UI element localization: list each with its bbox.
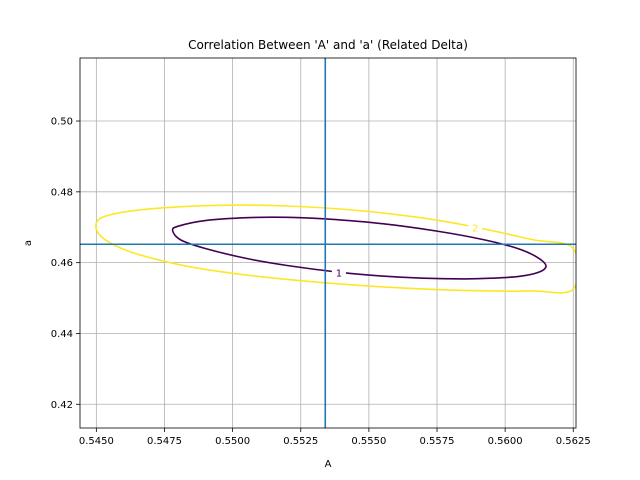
contour-label: 2 [472, 224, 478, 235]
y-tick-label: 0.44 [51, 329, 73, 340]
contour-level-2 [95, 204, 576, 294]
x-tick-label: 0.5525 [283, 436, 318, 447]
contour-labels: 12 [331, 220, 483, 280]
contour-label-gap [331, 265, 346, 279]
contour-label: 1 [336, 269, 342, 280]
x-ticks: 0.5450 0.5475 0.5500 0.5525 0.5550 0.5575 0.56… [79, 428, 591, 447]
x-tick-label: 0.5550 [351, 436, 386, 447]
x-tick-label: 0.5500 [215, 436, 250, 447]
x-tick-label: 0.5600 [488, 436, 523, 447]
reference-lines [80, 58, 576, 428]
x-axis-label: A [325, 459, 332, 470]
x-tick-label: 0.5575 [420, 436, 455, 447]
grid [80, 58, 576, 428]
y-tick-label: 0.50 [51, 117, 73, 128]
plot-frame [79, 57, 577, 429]
y-ticks: 0.42 0.44 0.46 0.48 0.50 [51, 117, 80, 411]
x-tick-label: 0.5450 [79, 436, 114, 447]
x-tick-label: 0.5625 [556, 436, 591, 447]
contour-level-1 [171, 216, 547, 280]
y-tick-label: 0.42 [51, 400, 73, 411]
x-tick-label: 0.5475 [147, 436, 182, 447]
contour-layer [95, 204, 576, 294]
y-axis-label: a [23, 240, 34, 246]
y-tick-label: 0.48 [51, 187, 73, 198]
chart-title: Correlation Between 'A' and 'a' (Related… [188, 38, 468, 52]
y-tick-label: 0.46 [51, 258, 73, 269]
contour-label-gap [468, 220, 483, 234]
